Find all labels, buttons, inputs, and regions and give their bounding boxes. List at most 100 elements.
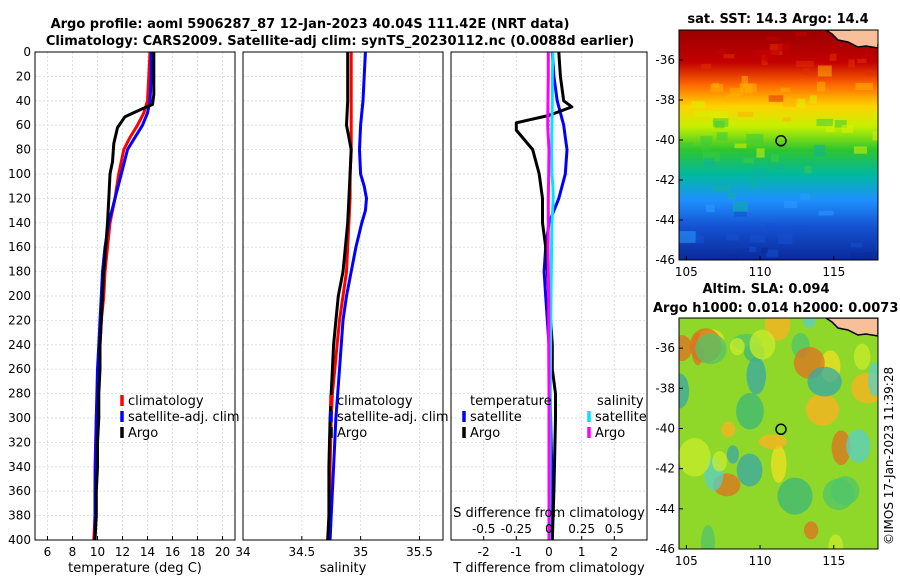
- sst-texture-cell: [848, 59, 855, 68]
- sst-texture-cell: [695, 235, 704, 244]
- x-tick-label: 12: [115, 545, 130, 559]
- sla-texture-blob: [803, 521, 819, 540]
- sst-texture-cell: [750, 234, 765, 243]
- sla-texture-blob: [695, 333, 727, 365]
- sst-texture-cell: [769, 43, 783, 56]
- sla-texture-blob: [749, 329, 776, 360]
- sst-texture-cell: [734, 143, 747, 149]
- diff-legend-temperature-label: satellite: [470, 410, 522, 425]
- map-y-tick-label: -42: [655, 462, 675, 476]
- y-tick-label: 340: [8, 460, 31, 474]
- y-tick-label: 140: [8, 216, 31, 230]
- sst-texture-cell: [702, 151, 720, 161]
- sst-texture-cell: [756, 148, 765, 158]
- series-line-salinity-satellite: [548, 51, 555, 541]
- credit-text: ©IMOS 17-Jan-2023 11:39:28: [882, 367, 896, 545]
- sst-texture-cell: [818, 210, 834, 216]
- map-y-tick-label: -42: [655, 173, 675, 187]
- sst-texture-cell: [780, 87, 791, 92]
- sst-texture-cell: [796, 60, 814, 68]
- y-tick-label: 400: [8, 533, 31, 547]
- sla-texture-blob: [736, 393, 764, 430]
- difference-panel: -2 -1 0 1 2 T difference from climatology S di…: [450, 51, 648, 576]
- sst-texture-cell: [712, 82, 720, 88]
- map-y-tick-label: -36: [655, 53, 675, 67]
- sla-texture-blob: [726, 445, 739, 464]
- sla-texture: [679, 318, 878, 549]
- sst-texture-cell: [729, 87, 744, 96]
- sla-texture-blob: [846, 429, 871, 463]
- sst-texture-cell: [816, 118, 833, 127]
- sst-texture-cell: [694, 110, 712, 117]
- sst-texture-cell: [728, 255, 738, 260]
- sst-texture-cell: [817, 65, 832, 77]
- sst-texture-cell: [782, 117, 792, 122]
- map-y-tick-label: -40: [655, 421, 675, 435]
- sst-texture-cell: [777, 43, 791, 52]
- y-tick-label: 60: [16, 118, 31, 132]
- sst-land-fill-2: [850, 30, 878, 44]
- sst-texture-cell: [813, 144, 826, 157]
- map-y-tick-label: -38: [655, 93, 675, 107]
- x-axis-label: T difference from climatology: [452, 561, 645, 576]
- difference-profile-frame: [450, 51, 648, 541]
- map-x-tick-label: 115: [822, 554, 845, 568]
- title-line-2: Climatology: CARS2009. Satellite-adj cli…: [46, 34, 634, 49]
- series-line-satellite-adj-clim: [328, 51, 368, 541]
- sst-texture-cell: [706, 204, 715, 213]
- sst-map-title: sat. SST: 14.3 Argo: 14.4: [687, 12, 868, 27]
- title-line-1: Argo profile: aoml 5906287_87 12-Jan-202…: [51, 17, 570, 32]
- sst-texture-cell: [797, 98, 806, 109]
- y-tick-label: 0: [23, 45, 31, 59]
- y-tick-label: 300: [8, 411, 31, 425]
- sst-texture-cell: [834, 120, 847, 128]
- sst-texture-cell: [712, 184, 731, 193]
- sst-texture-cell: [800, 193, 811, 200]
- x-tick-label: 35.5: [406, 545, 433, 559]
- map-x-tick-label: 110: [749, 265, 772, 279]
- map-x-tick-label: 105: [675, 554, 698, 568]
- map-y-tick-label: -46: [655, 542, 675, 556]
- temperature-profile-frame: [34, 51, 236, 541]
- sla-axes: 105 110 115 -36 -38 -40 -42 -44 -46: [655, 341, 845, 568]
- diff-legend-temperature-label: Argo: [470, 426, 500, 441]
- sst-texture-cell: [703, 157, 715, 169]
- sst-texture-cell: [701, 63, 712, 69]
- sst-texture-cell: [857, 58, 867, 63]
- sst-texture-cell: [723, 54, 735, 59]
- sst-texture-cell: [776, 164, 784, 169]
- x2-tick-label: 0: [545, 522, 553, 536]
- x-tick-label: 16: [165, 545, 180, 559]
- sla-texture-blob: [803, 318, 816, 329]
- sal-legend-label: Argo: [337, 426, 367, 441]
- sst-texture-cell: [754, 50, 772, 61]
- sla-texture-blob: [828, 534, 844, 549]
- sst-texture-cell: [701, 142, 711, 151]
- sst-texture-cell: [782, 101, 796, 107]
- sst-texture-cell: [765, 50, 780, 62]
- x2-tick-label: 0.25: [568, 522, 595, 536]
- sst-texture-cell: [761, 55, 768, 66]
- y-tick-label: 280: [8, 387, 31, 401]
- sla-map-frame: [678, 317, 879, 550]
- x-tick-label: 20: [215, 545, 230, 559]
- sla-texture-blob: [721, 421, 736, 438]
- sst-texture-cell: [691, 101, 706, 109]
- sst-texture-cell: [749, 246, 757, 253]
- salinity-panel: 34 34.5 35 35.5 salinity climatologysatellite…: [235, 51, 449, 576]
- sst-texture-cell: [716, 49, 726, 54]
- sst-texture-cell: [767, 36, 780, 41]
- sst-texture-cell: [816, 81, 826, 92]
- x2-tick-label: 0.5: [605, 522, 624, 536]
- sst-texture-cell: [754, 168, 767, 180]
- y-tick-label: 100: [8, 167, 31, 181]
- sst-texture-cell: [865, 70, 878, 76]
- temp-legend-label: Argo: [128, 426, 158, 441]
- sst-axes: 105 110 115 -36 -38 -40 -42 -44 -46: [655, 53, 845, 279]
- sst-texture-cell: [737, 111, 754, 117]
- x2-tick-label: -0.5: [472, 522, 495, 536]
- map-y-tick-label: -38: [655, 381, 675, 395]
- series-line-temperature-argo: [514, 51, 574, 541]
- sst-texture-cell: [872, 131, 878, 141]
- sst-texture-cell: [741, 76, 748, 88]
